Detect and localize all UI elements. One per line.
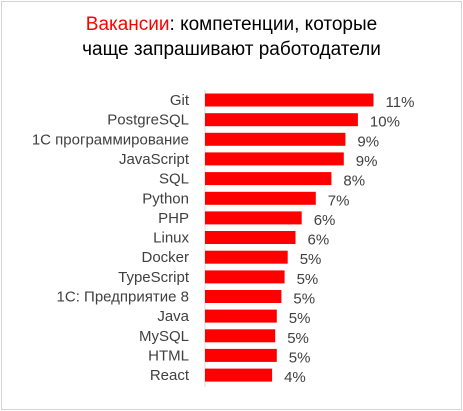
- category-label-2: 1С программирование: [32, 131, 189, 148]
- category-label-6: PHP: [158, 210, 189, 227]
- category-label-14: React: [150, 367, 190, 384]
- category-label-13: HTML: [148, 347, 189, 364]
- bar-0: [205, 93, 374, 107]
- chart-title-accent: Вакансии: [85, 14, 170, 35]
- chart-title: Вакансии: компетенции, которые чаще запр…: [0, 12, 463, 62]
- bar-8: [205, 250, 288, 264]
- bar-6: [205, 211, 302, 225]
- bar-5: [205, 191, 316, 205]
- value-label-8: 5%: [300, 251, 322, 268]
- value-label-14: 4%: [284, 369, 306, 386]
- chart-title-line2: чаще запрашивают работодатели: [82, 39, 381, 60]
- category-label-11: Java: [157, 308, 189, 325]
- category-label-8: Docker: [141, 249, 189, 266]
- category-label-5: Python: [142, 190, 189, 207]
- value-label-11: 5%: [289, 310, 311, 327]
- value-label-3: 9%: [356, 153, 378, 170]
- bar-3: [205, 152, 344, 166]
- category-label-12: MySQL: [139, 328, 189, 345]
- bar-11: [205, 309, 277, 323]
- value-label-6: 6%: [314, 212, 336, 229]
- value-label-10: 5%: [293, 291, 315, 308]
- bar-4: [205, 172, 332, 186]
- category-label-3: JavaScript: [119, 151, 190, 168]
- bar-7: [205, 231, 296, 244]
- value-label-12: 5%: [287, 330, 309, 347]
- category-label-9: TypeScript: [118, 269, 190, 286]
- value-label-9: 5%: [297, 271, 319, 288]
- value-label-13: 5%: [289, 349, 311, 366]
- bar-12: [205, 329, 276, 343]
- bar-10: [205, 290, 282, 303]
- bar-9: [205, 270, 285, 284]
- value-label-2: 9%: [357, 133, 379, 150]
- value-label-0: 11%: [386, 94, 415, 111]
- category-label-10: 1С: Предприятие 8: [57, 289, 189, 306]
- value-label-7: 6%: [308, 232, 330, 249]
- chart-title-line1-rest: : компетенции, которые: [169, 14, 378, 35]
- value-label-4: 8%: [343, 173, 365, 190]
- bar-2: [205, 132, 346, 146]
- category-label-7: Linux: [153, 230, 189, 247]
- value-label-1: 10%: [370, 114, 400, 131]
- bar-14: [205, 368, 273, 382]
- category-label-1: PostgreSQL: [107, 112, 189, 129]
- category-label-0: Git: [170, 92, 190, 109]
- bar-1: [205, 113, 358, 127]
- value-label-5: 7%: [328, 192, 350, 209]
- category-label-4: SQL: [159, 171, 189, 188]
- bar-13: [205, 348, 277, 362]
